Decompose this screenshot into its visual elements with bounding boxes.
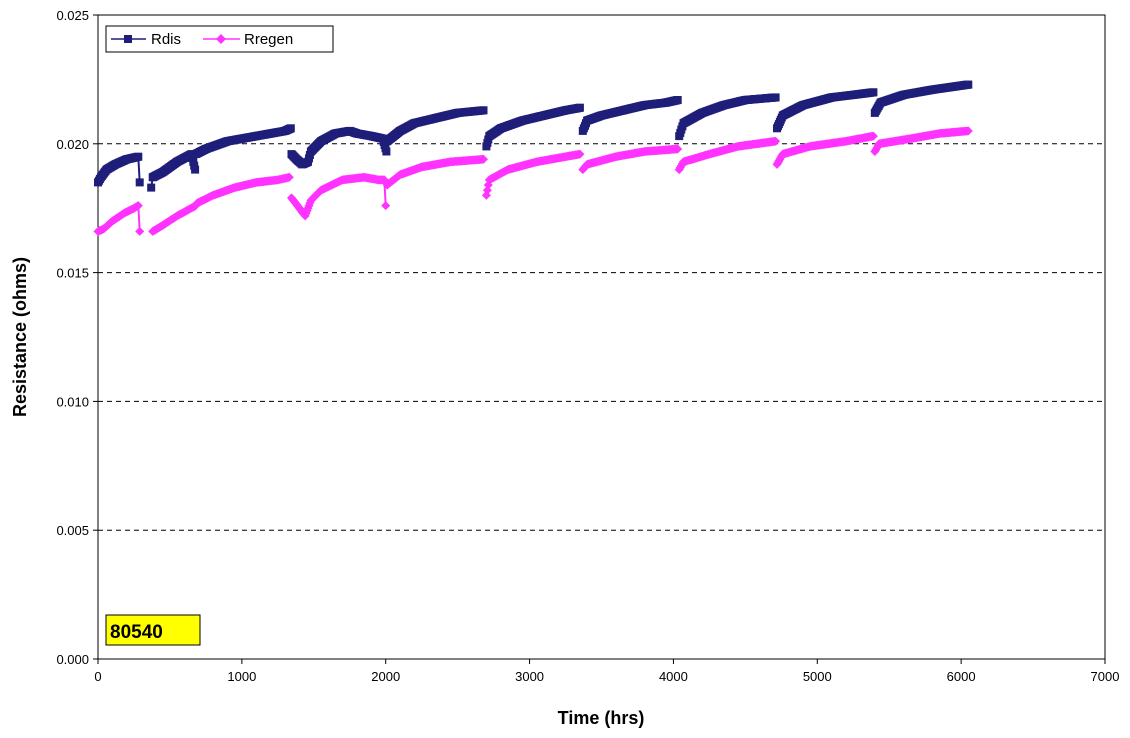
series-rregen-point-6-95 (673, 144, 683, 154)
series-rregen (93, 126, 973, 236)
series-rregen-point-0-41 (135, 226, 145, 236)
series-rdis-point-6-92 (673, 96, 682, 104)
sample-id-badge: 80540 (105, 614, 201, 646)
series-rdis-point-1-43 (191, 165, 200, 174)
y-tick-label-0: 0.000 (56, 652, 89, 667)
series-rdis-point-4-95 (479, 106, 488, 115)
y-tick-label-3: 0.015 (56, 266, 89, 281)
legend-marker-rdis (124, 35, 132, 43)
series-rdis-point-1-0 (147, 183, 156, 192)
x-tick-label-6: 6000 (947, 669, 976, 684)
sample-id-badge-box (105, 614, 201, 646)
series-rregen-point-3-93 (381, 201, 391, 211)
series-rdis-point-0-41 (135, 178, 144, 187)
legend-label-rregen: Rregen (244, 31, 293, 48)
y-axis: 0.000 0.005 0.010 0.015 0.020 0.025 (56, 8, 98, 667)
y-tick-label-5: 0.025 (56, 8, 89, 23)
series-rdis-point-2-95 (286, 124, 295, 133)
y-axis-title: Resistance (ohms) (10, 257, 30, 417)
series-rdis-point-5-91 (575, 103, 584, 112)
series-rregen-point-8-96 (868, 131, 878, 141)
sample-id-text: 80540 (110, 622, 163, 643)
y-tick-label-2: 0.010 (56, 394, 89, 409)
series-group (93, 80, 973, 236)
x-tick-label-2: 2000 (371, 669, 400, 684)
grid-lines (98, 143, 1105, 531)
plot-area (97, 14, 1106, 660)
series-rregen-point-9-93 (963, 126, 973, 136)
x-tick-label-3: 3000 (515, 669, 544, 684)
legend: Rdis Rregen (105, 25, 334, 53)
y-tick-label-4: 0.020 (56, 137, 89, 152)
series-rregen-point-7-96 (771, 136, 781, 146)
x-tick-label-4: 4000 (659, 669, 688, 684)
y-tick-label-1: 0.005 (56, 523, 89, 538)
series-rdis (94, 80, 973, 192)
legend-marker-rregen (216, 34, 226, 44)
series-rregen-point-4-96 (479, 154, 488, 164)
x-axis: 0 1000 2000 3000 4000 5000 6000 7000 (94, 659, 1119, 684)
series-rdis-point-9-94 (964, 80, 973, 89)
series-rdis-point-0-40 (134, 152, 143, 161)
series-rdis-point-7-95 (771, 93, 780, 102)
x-tick-label-7: 7000 (1091, 669, 1120, 684)
series-rregen-point-2-90 (284, 172, 294, 182)
x-tick-label-0: 0 (94, 669, 101, 684)
series-rdis-point-3-94 (382, 147, 391, 156)
series-rregen-point-0-40 (133, 201, 143, 211)
x-tick-label-5: 5000 (803, 669, 832, 684)
legend-label-rdis: Rdis (151, 31, 181, 48)
x-axis-title: Time (hrs) (558, 708, 645, 728)
series-rregen-point-5-94 (575, 149, 585, 159)
series-rdis-point-8-96 (869, 88, 878, 97)
x-tick-label-1: 1000 (227, 669, 256, 684)
